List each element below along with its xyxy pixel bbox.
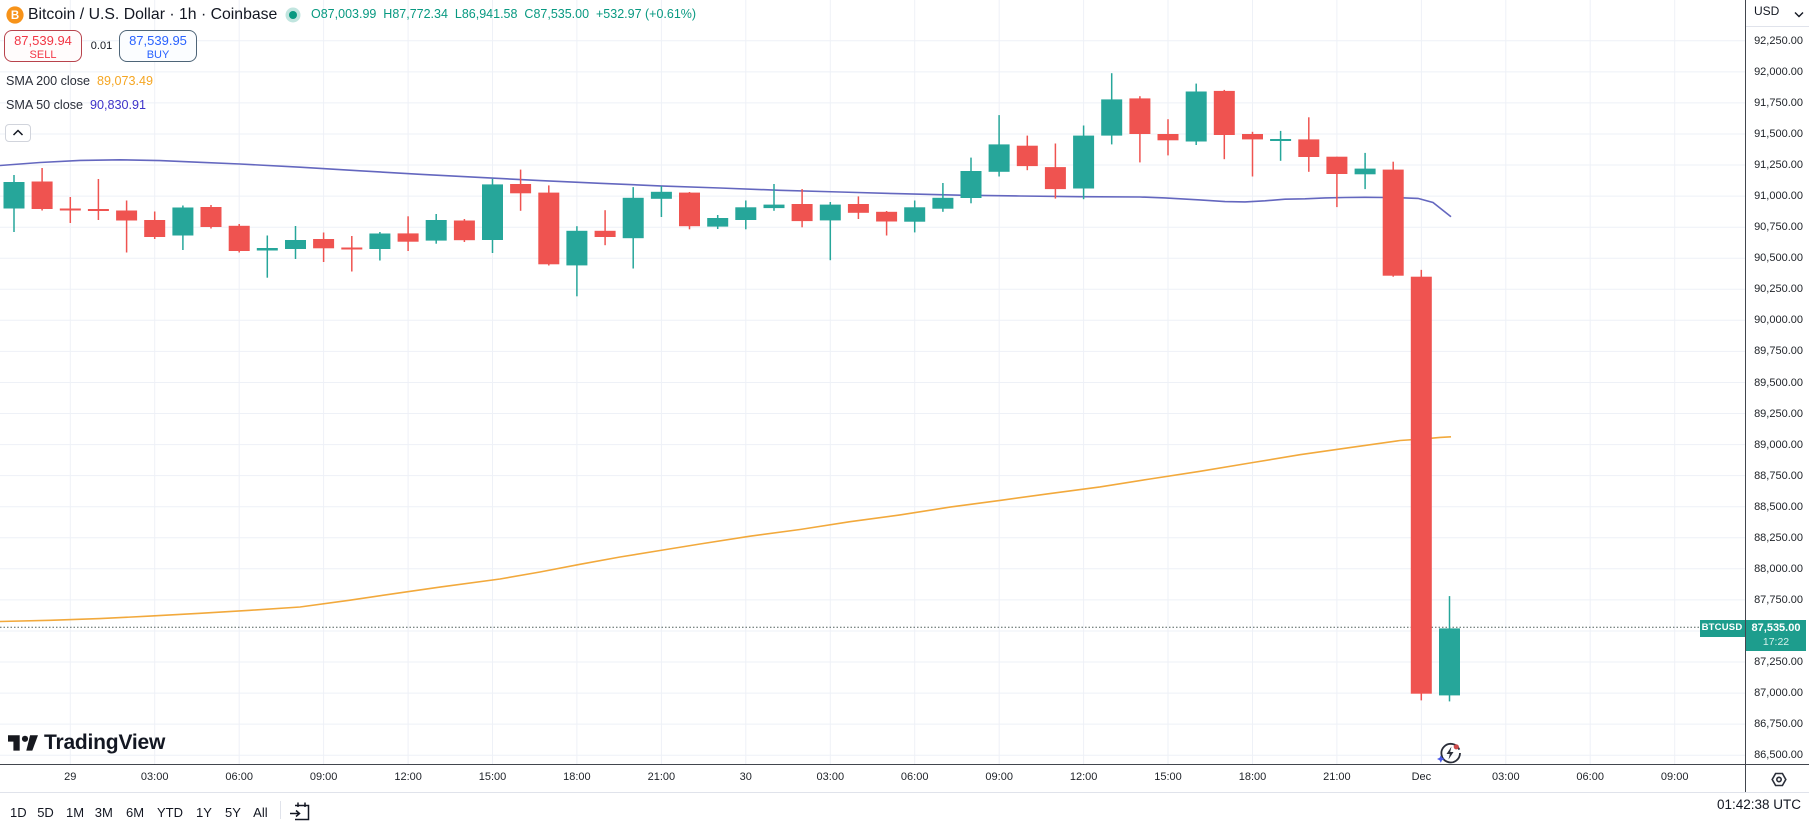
svg-text:B: B bbox=[10, 10, 18, 22]
